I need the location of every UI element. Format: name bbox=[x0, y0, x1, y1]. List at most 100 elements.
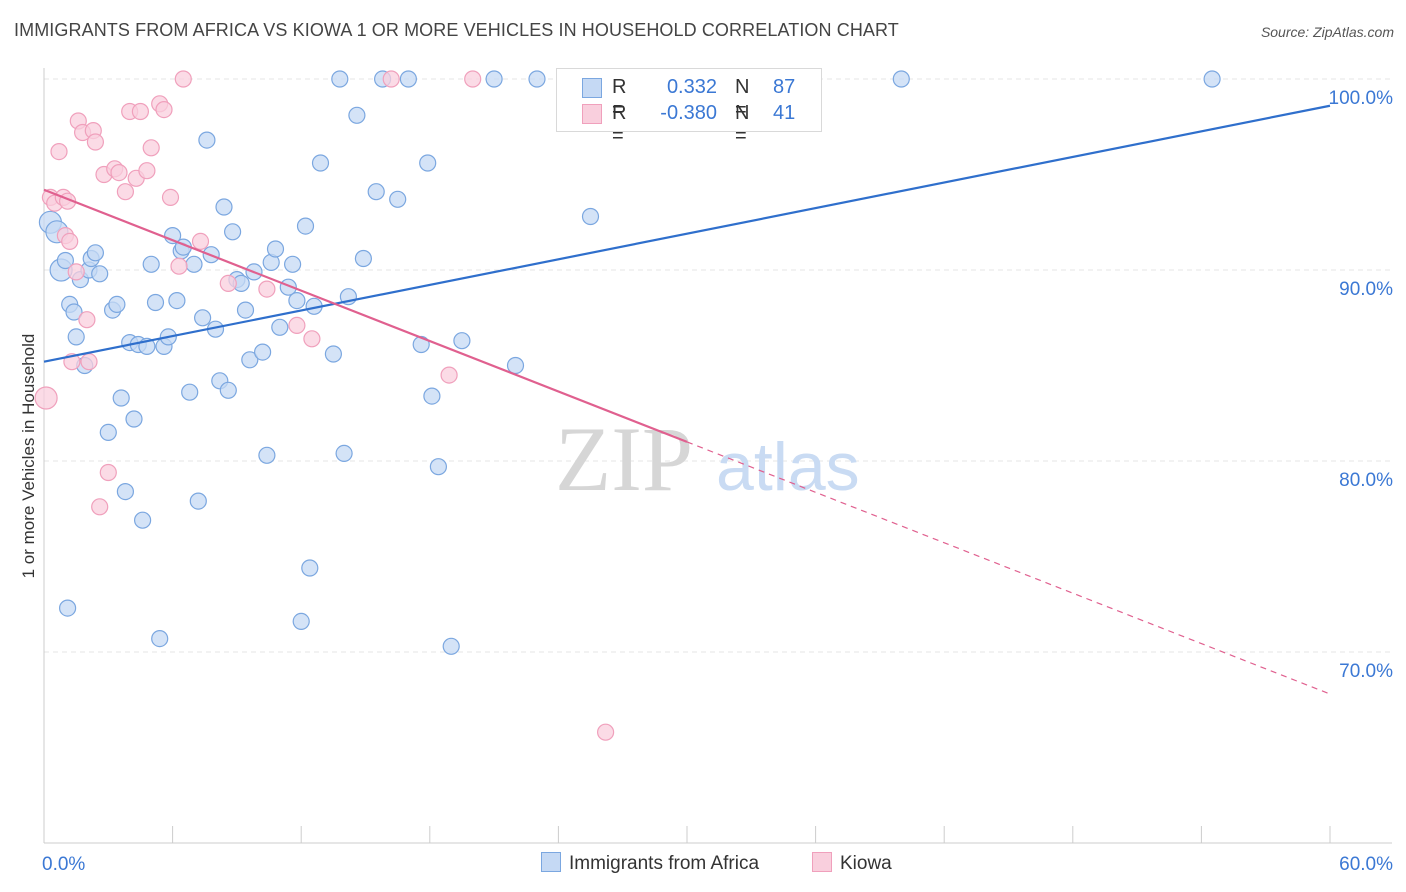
africa-point bbox=[419, 154, 437, 172]
africa-point bbox=[892, 70, 910, 88]
africa-point bbox=[168, 292, 186, 310]
africa-point bbox=[134, 511, 152, 529]
africa-point bbox=[236, 301, 255, 319]
africa-point bbox=[528, 70, 546, 88]
africa-point bbox=[581, 207, 600, 226]
africa-point bbox=[354, 249, 372, 268]
africa-point bbox=[67, 328, 85, 346]
legend-swatch-kiowa bbox=[812, 852, 832, 872]
tick-labels: 70.0% 80.0% 90.0% 100.0% 0.0% 60.0% bbox=[42, 88, 1393, 875]
kiowa-point bbox=[288, 316, 306, 334]
kiowa-trend-extension bbox=[686, 441, 1331, 695]
kiowa-point bbox=[99, 463, 117, 482]
legend-item-kiowa[interactable]: Kiowa bbox=[812, 852, 892, 875]
legend-n-label: N = bbox=[735, 76, 750, 121]
legend-swatch-africa bbox=[582, 78, 602, 98]
africa-point bbox=[254, 343, 272, 361]
legend-n-label: N = bbox=[735, 102, 750, 147]
africa-point bbox=[324, 345, 342, 363]
africa-point bbox=[284, 255, 302, 273]
africa-point bbox=[151, 629, 169, 648]
kiowa-point bbox=[170, 257, 188, 275]
y-tick-label: 100.0% bbox=[1329, 88, 1394, 109]
africa-point bbox=[189, 492, 207, 510]
y-tick-label: 90.0% bbox=[1339, 279, 1393, 300]
chart-title: IMMIGRANTS FROM AFRICA VS KIOWA 1 OR MOR… bbox=[14, 20, 899, 40]
kiowa-point bbox=[116, 183, 135, 201]
watermark-atlas: atlas bbox=[716, 429, 860, 505]
africa-point bbox=[86, 244, 105, 262]
africa-point bbox=[198, 131, 216, 149]
kiowa-point bbox=[80, 353, 98, 371]
africa-point bbox=[335, 444, 353, 462]
kiowa-point bbox=[191, 232, 210, 250]
africa-point bbox=[453, 332, 471, 350]
kiowa-point bbox=[303, 330, 321, 348]
legend-label-kiowa: Kiowa bbox=[840, 853, 892, 874]
africa-point bbox=[116, 483, 135, 501]
africa-point bbox=[266, 240, 285, 258]
kiowa-point bbox=[50, 143, 68, 161]
africa-point bbox=[146, 293, 165, 312]
africa-point bbox=[423, 387, 441, 405]
legend-r-label: R = bbox=[612, 76, 627, 121]
legend-r-value: -0.380 bbox=[660, 102, 717, 124]
kiowa-point bbox=[258, 280, 276, 298]
africa-point bbox=[185, 255, 203, 273]
africa-point bbox=[288, 292, 306, 310]
trend-lines bbox=[43, 104, 1331, 695]
legend-item-africa[interactable]: Immigrants from Africa bbox=[541, 852, 759, 875]
africa-point bbox=[429, 458, 447, 476]
legend-swatch-kiowa bbox=[582, 104, 602, 124]
kiowa-point bbox=[86, 133, 105, 151]
africa-point bbox=[442, 637, 460, 655]
kiowa-point bbox=[110, 164, 128, 182]
africa-point bbox=[292, 612, 310, 631]
kiowa-point bbox=[464, 70, 482, 88]
africa-point bbox=[1203, 70, 1221, 88]
legend-label-africa: Immigrants from Africa bbox=[569, 853, 760, 874]
africa-point bbox=[389, 190, 407, 208]
kiowa-point bbox=[596, 723, 615, 741]
africa-point bbox=[399, 70, 417, 88]
africa-point bbox=[65, 303, 83, 321]
africa-point bbox=[142, 255, 160, 273]
africa-point bbox=[367, 183, 385, 201]
kiowa-point bbox=[161, 188, 180, 206]
kiowa-point bbox=[138, 162, 156, 180]
africa-point bbox=[194, 309, 212, 327]
kiowa-point bbox=[155, 100, 173, 119]
source-label: Source: ZipAtlas.com bbox=[1260, 24, 1394, 40]
africa-trend-line bbox=[43, 104, 1331, 363]
kiowa-point bbox=[91, 498, 109, 516]
kiowa-point bbox=[174, 70, 192, 88]
kiowa-point bbox=[219, 274, 237, 292]
kiowa-point bbox=[61, 232, 79, 250]
africa-point bbox=[58, 599, 77, 617]
africa-point bbox=[219, 381, 237, 399]
africa-point bbox=[125, 410, 143, 428]
kiowa-point bbox=[440, 366, 458, 384]
legend-n-value: 87 bbox=[773, 76, 796, 98]
legend-n-value: 41 bbox=[773, 102, 796, 124]
watermark-zip: ZIP bbox=[555, 408, 693, 510]
africa-point bbox=[331, 70, 349, 88]
kiowa-point bbox=[142, 139, 160, 157]
y-tick-label: 80.0% bbox=[1339, 470, 1393, 491]
kiowa-point bbox=[34, 386, 58, 410]
africa-point bbox=[485, 70, 503, 88]
legend-r-value: 0.332 bbox=[666, 76, 717, 98]
correlation-legend: R = 0.332 N = 87 R = -0.380 N = 41 bbox=[556, 68, 822, 147]
africa-point bbox=[271, 318, 289, 336]
africa-point bbox=[108, 295, 126, 313]
kiowa-point bbox=[382, 70, 400, 88]
africa-point bbox=[506, 356, 525, 375]
data-points bbox=[34, 70, 1221, 741]
kiowa-trend-line bbox=[43, 188, 688, 443]
x-tick-label: 60.0% bbox=[1339, 854, 1393, 875]
kiowa-point bbox=[131, 102, 149, 121]
legend-r-label: R = bbox=[612, 102, 627, 147]
africa-point bbox=[296, 217, 315, 235]
kiowa-point bbox=[78, 311, 96, 329]
